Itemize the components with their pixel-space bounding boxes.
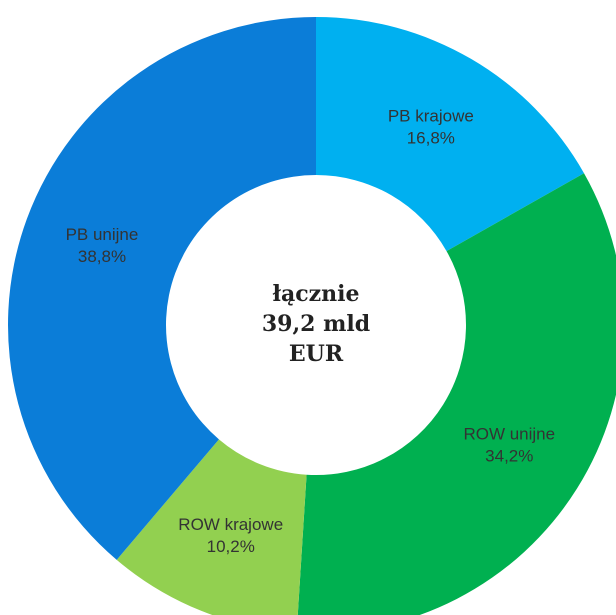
slice — [116, 439, 307, 615]
slice-label: ROW krajowe — [178, 515, 283, 534]
slice-label: PB krajowe — [388, 107, 474, 126]
slice — [8, 17, 317, 560]
slice-label: ROW unijne — [463, 424, 555, 443]
slice-value-label: 38,8% — [78, 247, 126, 266]
center-text: łącznie — [273, 281, 360, 307]
slice-value-label: 34,2% — [485, 446, 533, 465]
center-text: EUR — [289, 341, 344, 367]
slice — [297, 173, 616, 615]
slice-value-label: 10,2% — [207, 537, 255, 556]
slice-label: PB unijne — [66, 225, 139, 244]
center-text: 39,2 mld — [262, 311, 370, 337]
slice-value-label: 16,8% — [407, 129, 455, 148]
slice — [316, 17, 585, 252]
